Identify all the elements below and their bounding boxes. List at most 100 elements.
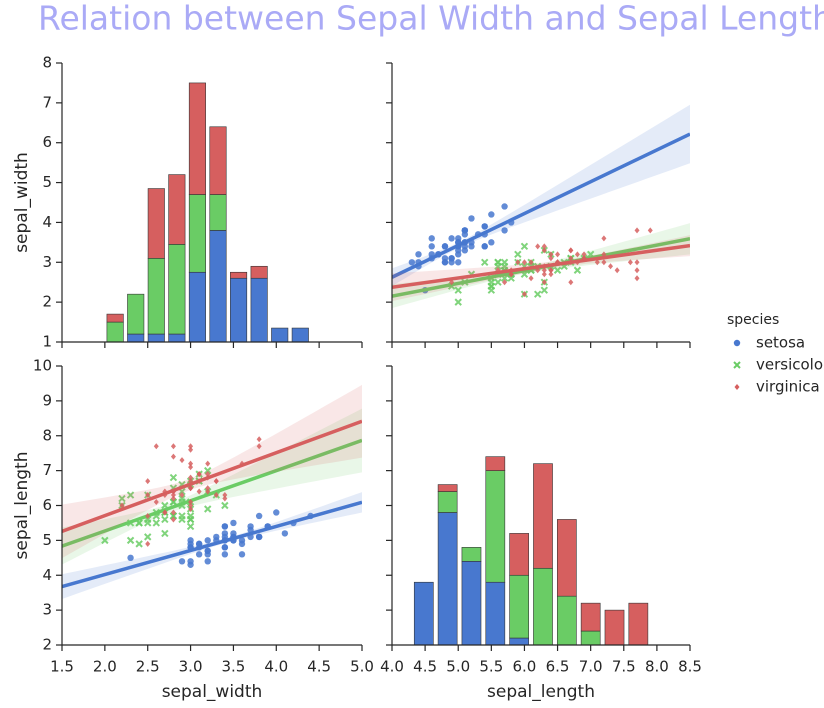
point	[255, 512, 263, 520]
point	[205, 488, 211, 495]
x-tick-label: 5.0	[446, 658, 470, 676]
point	[195, 540, 203, 548]
point	[170, 492, 176, 499]
y-tick-label: 6	[42, 496, 52, 514]
y-tick-label: 8	[42, 54, 52, 72]
point	[255, 533, 263, 541]
point	[145, 492, 151, 499]
point	[601, 235, 607, 242]
point	[507, 274, 515, 282]
point	[555, 259, 561, 266]
point	[145, 478, 151, 485]
x-axis-label: sepal_length	[487, 682, 595, 702]
bar	[106, 321, 124, 342]
legend-marker	[734, 384, 740, 390]
point	[170, 488, 176, 495]
point	[152, 519, 160, 527]
point	[126, 536, 135, 545]
bar	[271, 327, 289, 342]
point	[634, 275, 640, 282]
point	[307, 512, 314, 520]
y-tick-label: 6	[42, 133, 52, 151]
plot-area	[106, 82, 309, 342]
point	[170, 516, 176, 523]
point	[188, 502, 194, 509]
point	[541, 279, 547, 286]
point	[170, 453, 176, 460]
bar	[250, 265, 268, 279]
point	[247, 526, 254, 534]
point	[541, 243, 547, 250]
point	[178, 501, 186, 510]
point	[239, 460, 245, 467]
point	[520, 270, 529, 278]
regression-line	[392, 132, 690, 279]
point	[415, 259, 422, 266]
point	[186, 512, 195, 520]
bar	[437, 512, 458, 645]
point	[535, 243, 541, 250]
point	[634, 267, 640, 274]
x-tick-label: 8.5	[678, 658, 702, 676]
point	[528, 275, 534, 282]
bar	[188, 194, 206, 273]
point	[415, 251, 422, 258]
point	[553, 266, 562, 274]
bar	[209, 126, 227, 195]
point	[196, 488, 202, 495]
point	[204, 551, 211, 558]
point	[179, 457, 185, 464]
bar	[461, 547, 482, 562]
point	[290, 519, 297, 527]
point	[495, 267, 501, 274]
point	[428, 251, 435, 258]
point	[161, 501, 169, 510]
plot-area	[413, 456, 649, 645]
point	[435, 251, 442, 258]
point	[508, 267, 514, 274]
confidence-band	[62, 384, 362, 559]
point	[222, 495, 228, 502]
y-tick-label: 4	[42, 213, 52, 231]
point	[548, 267, 554, 274]
point	[573, 266, 582, 274]
bar	[127, 293, 145, 335]
y-tick-label: 10	[33, 357, 52, 375]
point	[144, 519, 152, 527]
bar	[437, 484, 458, 492]
point	[196, 471, 202, 478]
legend-title: species	[727, 312, 779, 328]
legend-marker	[733, 361, 741, 369]
bar	[209, 230, 227, 342]
point	[521, 259, 527, 266]
point	[230, 530, 237, 537]
point	[508, 271, 514, 278]
point	[548, 251, 554, 258]
y-tick-label: 7	[42, 93, 52, 111]
y-tick-label: 2	[42, 636, 52, 654]
point	[454, 298, 462, 306]
x-tick-label: 7.0	[579, 658, 603, 676]
point	[221, 501, 229, 510]
y-tick-label: 9	[42, 391, 52, 409]
bar	[533, 463, 553, 569]
point	[448, 255, 455, 262]
y-tick-label: 4	[42, 566, 52, 584]
regression-line	[62, 438, 362, 548]
point	[273, 509, 280, 516]
point	[474, 231, 482, 238]
bar	[250, 277, 268, 342]
x-tick-label: 4.0	[264, 658, 288, 676]
point	[581, 251, 587, 258]
point	[188, 505, 194, 512]
point	[152, 508, 160, 517]
y-tick-label: 2	[42, 293, 52, 311]
bar	[188, 82, 206, 195]
regression-line	[392, 243, 690, 289]
point	[568, 255, 574, 262]
bar	[580, 602, 601, 632]
bar	[291, 327, 309, 342]
point	[162, 509, 168, 516]
x-tick-label: 8.0	[645, 658, 669, 676]
y-tick-label: 5	[42, 173, 52, 191]
